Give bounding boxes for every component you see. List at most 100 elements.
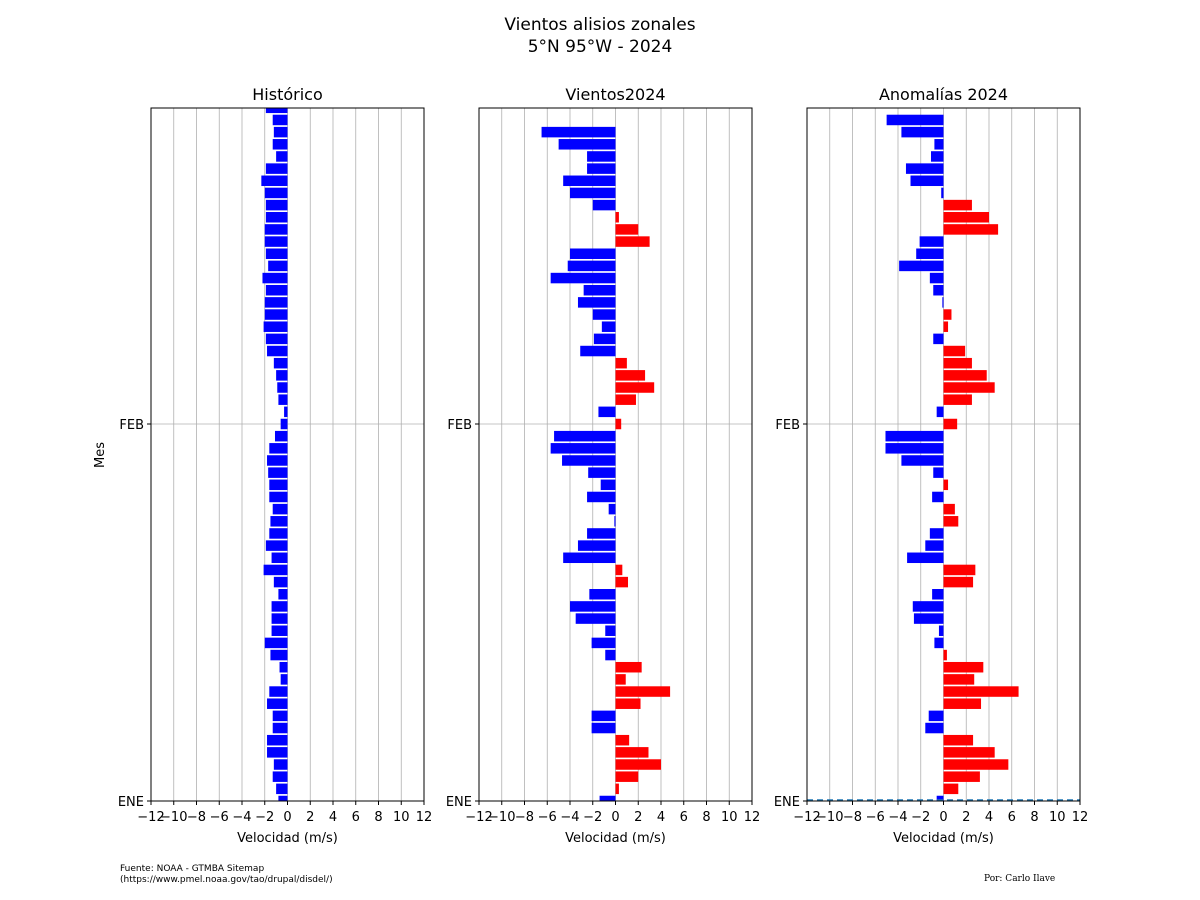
- bar-negative: [270, 516, 288, 527]
- bar-negative: [280, 674, 288, 685]
- bar-negative: [562, 455, 616, 466]
- figure-title-line-1: Vientos alisios zonales: [504, 15, 696, 35]
- x-tick-label: 8: [702, 810, 710, 825]
- x-tick-label: 6: [352, 810, 360, 825]
- bar-negative: [583, 284, 616, 296]
- x-tick-label: −6: [538, 810, 557, 825]
- bar-negative: [941, 187, 944, 199]
- y-tick-label: FEB: [447, 418, 472, 433]
- bar-negative: [600, 479, 616, 491]
- x-tick-label: −10: [160, 810, 187, 825]
- bar-positive: [615, 771, 639, 782]
- bar-negative: [550, 443, 616, 454]
- bar-negative: [899, 260, 944, 272]
- bar-negative: [272, 771, 288, 782]
- bar-positive: [615, 382, 655, 393]
- bar-negative: [272, 114, 288, 126]
- bar-negative: [575, 613, 616, 624]
- bar-positive: [943, 309, 952, 320]
- bar-positive: [615, 212, 619, 223]
- bar-negative: [550, 272, 616, 284]
- bar-negative: [932, 491, 944, 503]
- bar-negative: [916, 248, 944, 259]
- bar-negative: [267, 698, 288, 709]
- bar-negative: [276, 783, 288, 795]
- bar-negative: [591, 637, 616, 649]
- bar-negative: [580, 345, 616, 357]
- bar-positive: [615, 674, 626, 685]
- bar-negative: [267, 345, 288, 357]
- bar-positive: [943, 686, 1019, 697]
- bar-negative: [577, 297, 616, 308]
- x-tick-label: 10: [393, 810, 410, 825]
- bar-positive: [615, 734, 630, 746]
- bar-negative: [885, 443, 944, 454]
- x-tick-label: −6: [866, 810, 885, 825]
- bar-negative: [271, 552, 288, 564]
- bar-negative: [933, 467, 944, 478]
- bar-negative: [599, 795, 616, 801]
- bar-negative: [563, 175, 616, 187]
- bar-negative: [570, 601, 616, 612]
- bar-negative: [265, 333, 288, 345]
- bar-negative: [265, 212, 288, 223]
- bar-negative: [278, 589, 288, 600]
- bar-positive: [615, 759, 661, 770]
- bar-negative: [274, 430, 288, 442]
- bar-negative: [886, 114, 944, 126]
- panel-title: Histórico: [252, 85, 322, 104]
- bar-positive: [943, 357, 972, 369]
- bar-negative: [614, 516, 616, 527]
- bar-negative: [919, 236, 944, 247]
- bar-positive: [615, 661, 642, 673]
- bar-negative: [264, 187, 288, 199]
- bar-negative: [587, 491, 616, 503]
- bar-positive: [615, 686, 671, 697]
- bar-positive: [615, 698, 641, 709]
- bar-negative: [587, 163, 616, 174]
- bar-negative: [261, 175, 288, 187]
- bar-negative: [265, 163, 288, 174]
- bar-negative: [263, 564, 288, 576]
- bar-negative: [272, 503, 288, 515]
- bar-negative: [265, 284, 288, 296]
- bar-negative: [265, 108, 288, 114]
- bar-positive: [615, 418, 622, 430]
- x-tick-label: 8: [374, 810, 382, 825]
- bar-negative: [907, 552, 944, 564]
- bar-negative: [913, 613, 944, 624]
- x-tick-label: 0: [611, 810, 619, 825]
- y-tick-label: ENE: [446, 795, 472, 810]
- bar-negative: [269, 479, 288, 491]
- bar-negative: [570, 187, 616, 199]
- bar-positive: [943, 479, 949, 491]
- bar-negative: [901, 126, 944, 138]
- bar-negative: [925, 540, 944, 551]
- bar-negative: [905, 163, 944, 174]
- bar-positive: [943, 212, 989, 223]
- bar-negative: [929, 272, 944, 284]
- x-tick-label: 0: [939, 810, 947, 825]
- figure-title-line-2: 5°N 95°W - 2024: [527, 37, 673, 57]
- bar-positive: [943, 516, 959, 527]
- bar-negative: [885, 430, 944, 442]
- bar-positive: [615, 224, 639, 235]
- bar-positive: [943, 649, 947, 661]
- bar-negative: [563, 552, 616, 564]
- bar-positive: [615, 747, 649, 758]
- bar-negative: [912, 601, 944, 612]
- panel-title: Anomalías 2024: [879, 85, 1008, 104]
- bar-negative: [265, 248, 288, 259]
- y-tick-label: FEB: [119, 418, 144, 433]
- x-tick-label: −4: [888, 810, 907, 825]
- bar-negative: [280, 418, 288, 430]
- bar-negative: [278, 394, 288, 405]
- x-tick-label: 10: [721, 810, 738, 825]
- y-tick-label: ENE: [774, 795, 800, 810]
- x-tick-label: 10: [1049, 810, 1066, 825]
- bar-negative: [608, 503, 616, 515]
- bar-positive: [615, 576, 629, 588]
- bar-negative: [269, 686, 288, 697]
- bar-positive: [615, 394, 636, 405]
- bar-negative: [591, 722, 616, 734]
